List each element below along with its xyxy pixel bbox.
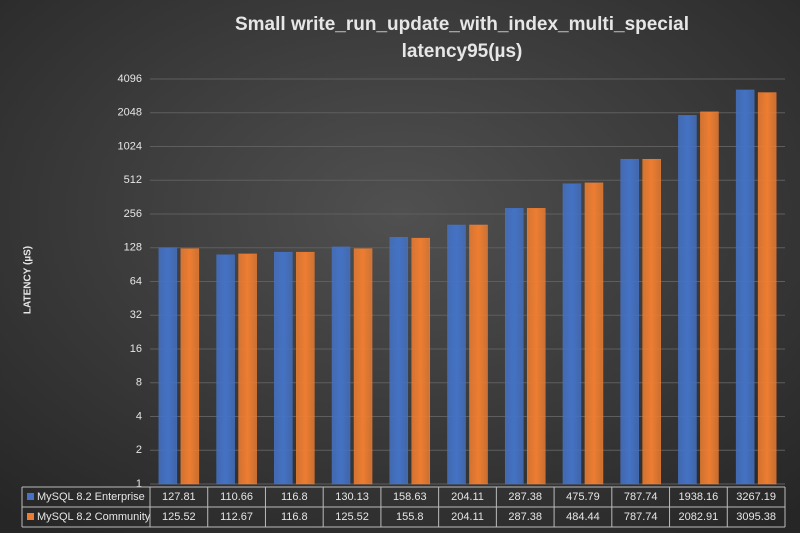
chart-title: latency95(µs) — [402, 41, 523, 62]
y-axis-label: LATENCY (µS) — [23, 246, 34, 314]
bar — [678, 115, 697, 485]
y-tick-label: 128 — [124, 242, 142, 254]
table-value: 475.79 — [566, 491, 600, 503]
legend-key — [27, 493, 34, 500]
legend-label: MySQL 8.2 Enterprise — [37, 491, 145, 503]
bar — [584, 182, 604, 485]
bar — [389, 237, 409, 485]
y-tick-label: 1 — [136, 478, 142, 490]
bar — [700, 111, 719, 485]
table-value: 155.8 — [396, 511, 424, 523]
bar — [469, 224, 488, 485]
legend-label: MySQL 8.2 Community — [37, 511, 151, 523]
bar — [735, 89, 755, 485]
bar — [216, 254, 235, 485]
bar — [296, 251, 315, 485]
chart-title: Small write_run_update_with_index_multi_… — [235, 14, 689, 35]
y-tick-label: 8 — [136, 377, 142, 389]
bar — [757, 92, 777, 485]
table-value: 287.38 — [508, 511, 542, 523]
table-value: 2082.91 — [679, 511, 719, 523]
bar — [447, 224, 466, 485]
bar — [331, 246, 351, 485]
table-value: 787.74 — [624, 511, 658, 523]
table-value: 3095.38 — [736, 511, 776, 523]
bar — [411, 237, 431, 485]
y-tick-label: 1024 — [118, 140, 142, 152]
table-value: 787.74 — [624, 491, 658, 503]
table-value: 3267.19 — [736, 491, 776, 503]
table-value: 112.67 — [220, 511, 253, 523]
table-value: 158.63 — [393, 491, 427, 503]
bar — [642, 158, 661, 485]
table-value: 1938.16 — [679, 491, 719, 503]
bar — [562, 183, 582, 485]
y-tick-label: 64 — [130, 275, 142, 287]
bar — [274, 251, 293, 485]
table-value: 287.38 — [508, 491, 542, 503]
legend-key — [27, 513, 34, 520]
table-value: 130.13 — [335, 491, 369, 503]
bar — [158, 247, 178, 485]
y-tick-label: 2048 — [118, 107, 142, 119]
bar — [353, 248, 373, 485]
y-tick-label: 256 — [124, 208, 142, 220]
bar — [180, 248, 200, 485]
table-value: 125.52 — [335, 511, 369, 523]
bar — [526, 208, 546, 485]
table-value: 204.11 — [451, 511, 484, 523]
y-tick-label: 4 — [136, 410, 142, 422]
y-tick-label: 2 — [136, 444, 142, 456]
bar — [238, 253, 257, 485]
y-tick-label: 32 — [130, 309, 142, 321]
table-value: 125.52 — [162, 511, 196, 523]
y-tick-label: 4096 — [118, 73, 142, 85]
table-value: 127.81 — [162, 491, 196, 503]
bar — [504, 208, 524, 485]
table-value: 484.44 — [566, 511, 600, 523]
bar — [620, 158, 639, 485]
y-tick-label: 512 — [124, 174, 142, 186]
table-value: 204.11 — [451, 491, 484, 503]
table-value: 116.8 — [281, 511, 308, 523]
table-value: 116.8 — [281, 491, 308, 503]
table-value: 110.66 — [220, 491, 253, 503]
y-tick-label: 16 — [130, 343, 142, 355]
